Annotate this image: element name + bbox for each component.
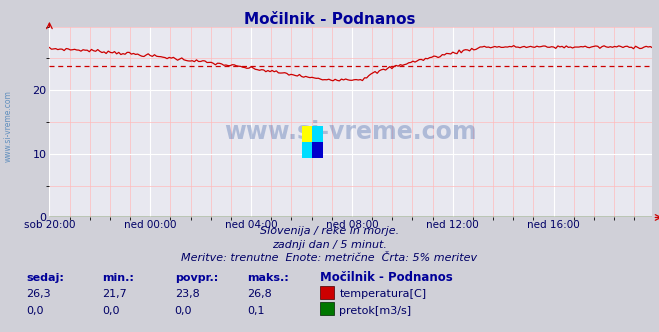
Text: maks.:: maks.: [247, 273, 289, 283]
Text: Meritve: trenutne  Enote: metrične  Črta: 5% meritev: Meritve: trenutne Enote: metrične Črta: … [181, 253, 478, 263]
Text: 26,3: 26,3 [26, 289, 51, 299]
Text: 0,1: 0,1 [247, 306, 265, 316]
Text: www.si-vreme.com: www.si-vreme.com [3, 90, 13, 162]
Text: 26,8: 26,8 [247, 289, 272, 299]
Text: povpr.:: povpr.: [175, 273, 218, 283]
Text: www.si-vreme.com: www.si-vreme.com [225, 120, 477, 143]
Text: min.:: min.: [102, 273, 134, 283]
Text: 21,7: 21,7 [102, 289, 127, 299]
Text: Močilnik - Podnanos: Močilnik - Podnanos [244, 12, 415, 27]
Text: 0,0: 0,0 [102, 306, 120, 316]
Text: Slovenija / reke in morje.: Slovenija / reke in morje. [260, 226, 399, 236]
Text: Močilnik - Podnanos: Močilnik - Podnanos [320, 271, 452, 284]
Text: temperatura[C]: temperatura[C] [339, 289, 426, 299]
Text: 0,0: 0,0 [26, 306, 44, 316]
Text: sedaj:: sedaj: [26, 273, 64, 283]
Text: zadnji dan / 5 minut.: zadnji dan / 5 minut. [272, 240, 387, 250]
Text: 23,8: 23,8 [175, 289, 200, 299]
Text: pretok[m3/s]: pretok[m3/s] [339, 306, 411, 316]
Text: 0,0: 0,0 [175, 306, 192, 316]
